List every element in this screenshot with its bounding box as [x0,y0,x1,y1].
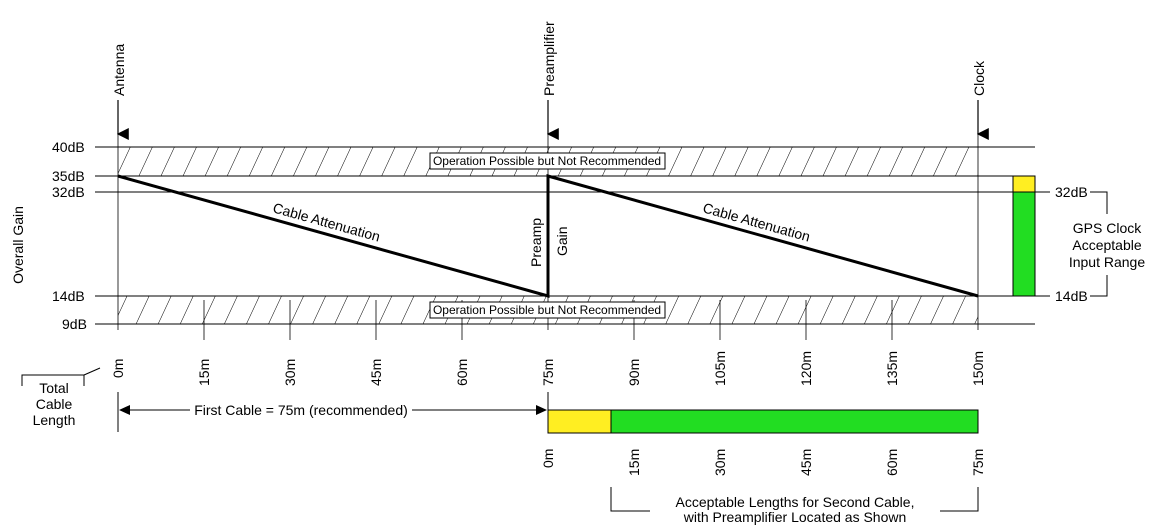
total-label-line-1: Total [39,380,69,396]
x-tick-45m: 45m [368,359,384,386]
second-tick-45m: 45m [798,449,814,476]
x-tick-120m: 120m [798,351,814,386]
x-tick-135m: 135m [884,351,900,386]
x-tick-15m: 15m [196,359,212,386]
range-top-label: 32dB [1055,184,1088,200]
total-label-line-2: Cable [36,396,73,412]
upper-band-label-box [429,152,666,170]
second-tick-30m: 30m [712,449,728,476]
gain-curve [117,174,979,298]
x-tick-105m: 105m [712,351,728,386]
first-cable-arrowhead-right [536,405,547,415]
x-axis-ticks: 0m 15m 30m 45m 60m 75m 90m 105m 120m 135… [110,351,986,386]
range-bracket [1035,191,1108,297]
second-tick-15m: 15m [626,449,642,476]
second-cable-caption-1: Acceptable Lengths for Second Cable, [676,494,915,510]
level-35db: 35dB [52,168,85,184]
second-cable-ticks: 0m 15m 30m 45m 60m 75m [540,449,986,476]
second-cable-caption-2: with Preamplifier Located as Shown [683,509,907,525]
range-caption-line-1: GPS Clock [1073,220,1142,236]
second-cable-bracket-right [940,487,979,512]
total-length-bracket [21,374,85,386]
x-tick-150m: 150m [970,351,986,386]
preamplifier-label: Preamplifier [541,21,557,96]
x-tick-90m: 90m [626,359,642,386]
range-bottom-label: 14dB [1055,288,1088,304]
antenna-label: Antenna [111,44,127,96]
level-14db: 14dB [52,288,85,304]
range-bar-yellow [1012,175,1036,193]
second-tick-0m: 0m [540,449,556,468]
gain-label: Gain [554,226,570,256]
second-cable-bracket [610,487,650,512]
lower-band-label-box [429,301,666,319]
range-caption-line-2: Acceptable [1072,237,1141,253]
second-tick-60m: 60m [884,449,900,476]
preamp-label: Preamp [528,218,544,267]
first-cable-arrowhead-left [119,405,130,415]
x-tick-0m: 0m [110,359,126,378]
level-9db: 9dB [62,316,87,332]
x-tick-60m: 60m [454,359,470,386]
gain-reference-lines [95,146,1035,325]
range-caption-line-3: Input Range [1069,254,1145,270]
upper-band-label: Operation Possible but Not Recommended [433,154,661,168]
gain-level-labels: 40dB 35dB 32dB 14dB 9dB [52,139,87,332]
level-40db: 40dB [52,139,85,155]
lower-band-label: Operation Possible but Not Recommended [433,303,661,317]
x-tick-75m: 75m [540,359,556,386]
y-axis-title: Overall Gain [10,206,26,284]
second-cable-yellow [547,409,612,434]
total-label-line-3: Length [33,412,76,428]
total-length-arrow [83,367,101,376]
level-32db: 32dB [52,184,85,200]
clock-label: Clock [971,60,987,96]
first-cable-label: First Cable = 75m (recommended) [194,402,408,418]
second-cable-green [610,409,979,434]
x-tick-30m: 30m [282,359,298,386]
range-bar-green [1012,191,1036,297]
second-tick-75m: 75m [970,449,986,476]
